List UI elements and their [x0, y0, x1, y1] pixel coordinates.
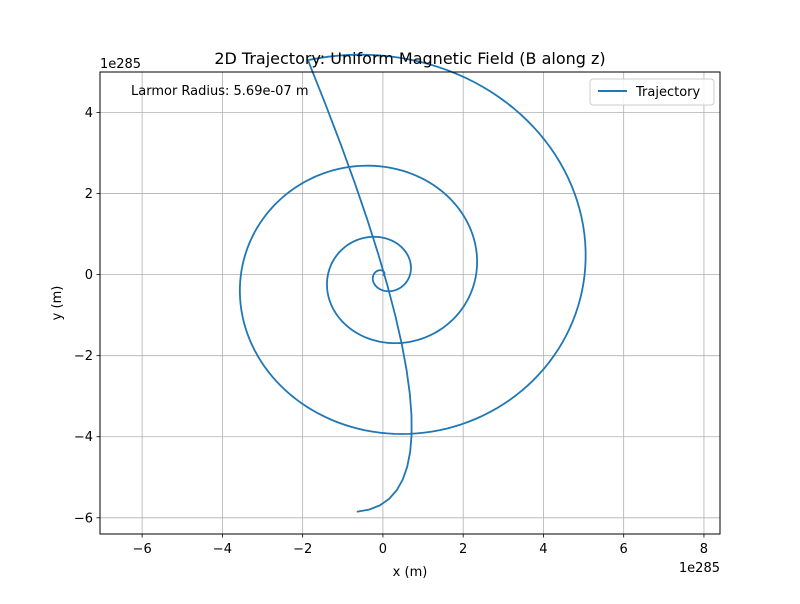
x-tick-label: −6: [133, 542, 152, 557]
y-tick-label: −2: [74, 349, 93, 364]
axis-ticks: −6 −4 −2 0 2 4 6 8 −6 −4 −2 0 2 4: [74, 106, 708, 557]
legend: Trajectory: [589, 78, 715, 106]
legend-label-trajectory: Trajectory: [635, 85, 700, 100]
y-tick-label: 2: [85, 187, 93, 202]
x-tick-label: 0: [379, 542, 387, 557]
chart-title: 2D Trajectory: Uniform Magnetic Field (B…: [214, 49, 605, 68]
series-layer: [238, 53, 587, 513]
y-axis-label: y (m): [50, 286, 65, 321]
grid-lines: [100, 72, 720, 534]
x-tick-label: 4: [539, 542, 547, 557]
y-tick-label: −4: [74, 430, 93, 445]
x-tick-label: 8: [700, 542, 708, 557]
y-tick-label: 4: [85, 106, 93, 121]
x-tick-label: −2: [293, 542, 312, 557]
y-tick-label: −6: [74, 511, 93, 526]
y-axis-offset-label: 1e285: [100, 57, 141, 72]
x-tick-label: −4: [213, 542, 232, 557]
x-axis-label: x (m): [393, 565, 428, 580]
plot-frame: [99, 71, 721, 535]
y-tick-label: 0: [85, 268, 93, 283]
x-tick-label: 6: [620, 542, 628, 557]
x-tick-label: 2: [459, 542, 467, 557]
x-axis-offset-label: 1e285: [679, 561, 720, 576]
larmor-radius-annotation: Larmor Radius: 5.69e-07 m: [131, 84, 309, 99]
legend-box: [589, 78, 715, 106]
trajectory-line: [238, 53, 587, 513]
